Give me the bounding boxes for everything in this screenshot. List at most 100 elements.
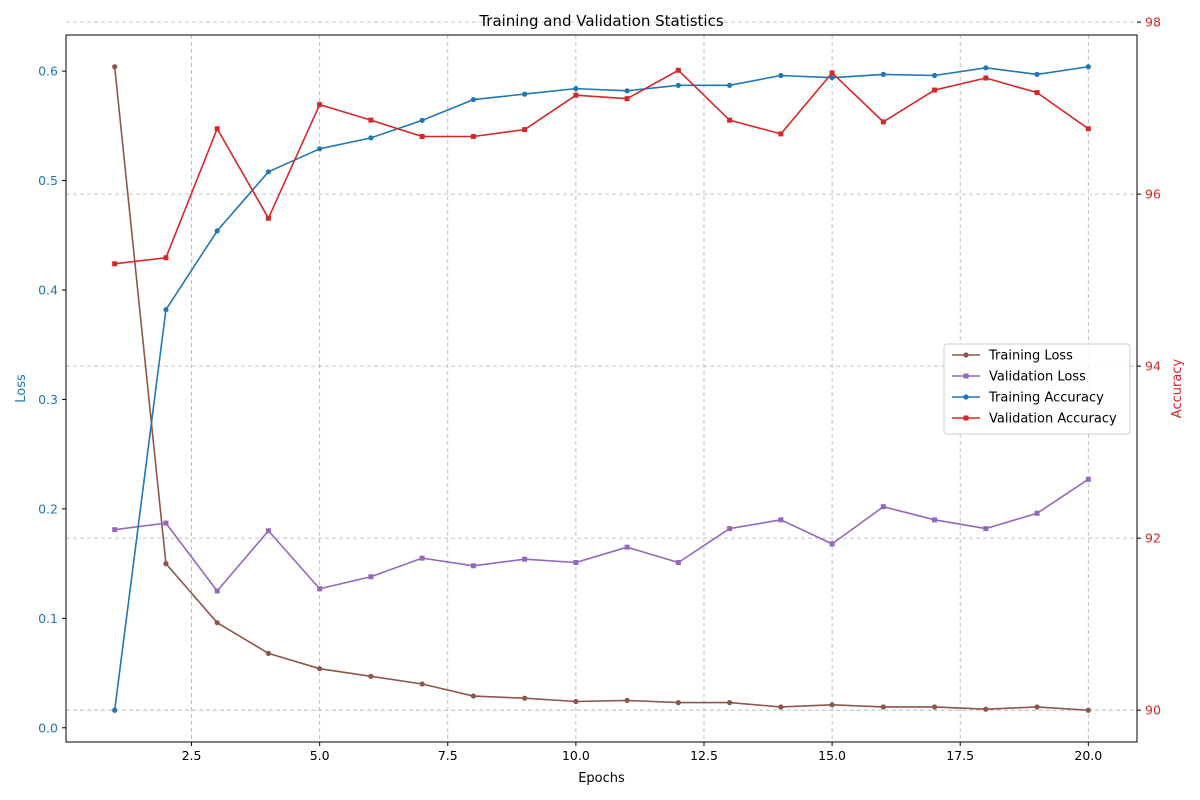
grid-lines xyxy=(66,21,1137,742)
data-point-training-loss xyxy=(880,704,886,710)
data-point-validation-loss xyxy=(829,541,835,547)
data-point-training-accuracy xyxy=(675,82,681,88)
data-point-training-accuracy xyxy=(880,71,886,77)
data-point-training-loss xyxy=(624,697,630,704)
legend-item-training-accuracy: Training Accuracy xyxy=(952,391,1104,406)
y-right-tick-label: 98 xyxy=(1145,15,1161,30)
data-point-training-loss xyxy=(522,695,528,701)
data-point-validation-accuracy xyxy=(675,67,681,73)
data-point-training-loss xyxy=(419,681,425,687)
legend-marker xyxy=(963,415,969,421)
y-right-tick-label: 94 xyxy=(1145,359,1161,374)
data-point-training-loss xyxy=(214,620,220,626)
series-training-accuracy xyxy=(112,64,1091,713)
data-point-training-accuracy xyxy=(931,72,938,79)
data-point-training-loss xyxy=(675,700,681,706)
data-point-training-loss xyxy=(829,702,835,708)
y-axis-left-label: Loss xyxy=(14,374,29,403)
x-tick-label: 5.0 xyxy=(310,748,330,763)
data-point-validation-accuracy xyxy=(214,126,220,132)
data-point-training-accuracy xyxy=(163,307,169,313)
y-left-tick-label: 0.2 xyxy=(38,501,58,516)
series-training-loss xyxy=(112,64,1091,713)
x-tick-label: 12.5 xyxy=(690,748,718,763)
data-point-validation-loss xyxy=(419,555,425,561)
series-line-validation-accuracy xyxy=(114,69,1089,265)
legend-label: Training Accuracy xyxy=(988,391,1104,406)
data-point-training-loss xyxy=(368,673,374,679)
legend-item-training-loss: Training Loss xyxy=(952,349,1073,364)
data-point-validation-accuracy xyxy=(1085,126,1091,132)
x-axis-label: Epochs xyxy=(578,771,625,786)
plot-frame xyxy=(65,34,1138,743)
data-point-validation-loss xyxy=(778,517,784,523)
data-point-training-accuracy xyxy=(727,82,733,88)
data-point-validation-accuracy xyxy=(1034,90,1040,96)
data-point-training-accuracy xyxy=(983,65,989,71)
data-point-training-accuracy xyxy=(829,75,835,81)
data-point-training-loss xyxy=(112,64,118,70)
data-point-training-loss xyxy=(573,698,579,705)
series-line-validation-loss xyxy=(114,478,1089,592)
data-point-validation-loss xyxy=(368,574,374,580)
data-point-validation-accuracy xyxy=(470,133,476,139)
data-point-validation-loss xyxy=(265,528,271,534)
data-point-validation-loss xyxy=(163,520,169,526)
data-point-validation-loss xyxy=(880,504,886,510)
series-validation-loss xyxy=(112,476,1091,594)
data-point-training-accuracy xyxy=(112,707,118,713)
y-right-tick-label: 92 xyxy=(1145,531,1161,546)
data-point-validation-accuracy xyxy=(522,127,528,133)
data-point-training-loss xyxy=(727,700,733,706)
data-point-validation-accuracy xyxy=(317,102,323,108)
data-point-validation-accuracy xyxy=(932,87,938,93)
data-point-training-accuracy xyxy=(470,96,476,103)
x-tick-label: 10.0 xyxy=(562,748,590,763)
data-point-validation-loss xyxy=(624,544,630,550)
legend-item-validation-accuracy: Validation Accuracy xyxy=(952,412,1117,427)
x-tick-label: 17.5 xyxy=(946,748,974,763)
data-point-validation-accuracy xyxy=(983,75,989,81)
legend-marker xyxy=(963,352,969,358)
data-point-validation-accuracy xyxy=(112,261,118,267)
data-point-validation-accuracy xyxy=(163,255,169,261)
data-point-training-loss xyxy=(470,693,476,699)
data-point-training-loss xyxy=(1034,704,1040,710)
data-point-validation-loss xyxy=(214,588,220,594)
data-point-validation-accuracy xyxy=(778,131,784,137)
data-point-training-accuracy xyxy=(624,88,630,94)
data-point-validation-accuracy xyxy=(573,92,579,98)
data-point-validation-loss xyxy=(1085,476,1091,482)
data-point-training-loss xyxy=(1085,707,1091,713)
chart-title: Training and Validation Statistics xyxy=(478,12,724,30)
y-left-tick-label: 0.4 xyxy=(38,283,58,298)
y-axis-right: 90 92 94 96 98 xyxy=(1137,15,1161,718)
data-point-validation-accuracy xyxy=(829,70,835,76)
data-point-training-accuracy xyxy=(573,86,579,92)
y-left-tick-label: 0.3 xyxy=(38,392,58,407)
series-validation-accuracy xyxy=(112,67,1091,267)
data-point-training-accuracy xyxy=(368,135,374,141)
data-point-training-loss xyxy=(983,706,989,712)
data-point-validation-loss xyxy=(522,556,528,562)
x-axis: 2.5 5.0 7.5 10.0 12.5 15.0 17.5 20.0 xyxy=(182,742,1102,763)
series-layer xyxy=(112,64,1091,713)
data-point-training-accuracy xyxy=(1034,71,1040,77)
data-point-validation-accuracy xyxy=(265,215,271,221)
data-point-training-loss xyxy=(778,704,784,710)
y-left-tick-label: 0.6 xyxy=(38,64,58,79)
legend-label: Validation Accuracy xyxy=(989,412,1117,427)
legend-marker xyxy=(963,394,969,400)
x-tick-label: 20.0 xyxy=(1074,748,1102,763)
data-point-validation-accuracy xyxy=(368,117,374,123)
data-point-training-accuracy xyxy=(317,146,323,152)
data-point-training-accuracy xyxy=(214,228,220,234)
data-point-validation-loss xyxy=(932,517,938,523)
legend-label: Training Loss xyxy=(988,349,1073,364)
data-point-validation-loss xyxy=(983,526,989,532)
data-point-validation-accuracy xyxy=(419,133,425,139)
y-axis-left: 0.0 0.1 0.2 0.3 0.4 0.5 0.6 xyxy=(38,64,66,735)
data-point-training-accuracy xyxy=(778,72,784,79)
data-point-validation-loss xyxy=(573,560,579,566)
